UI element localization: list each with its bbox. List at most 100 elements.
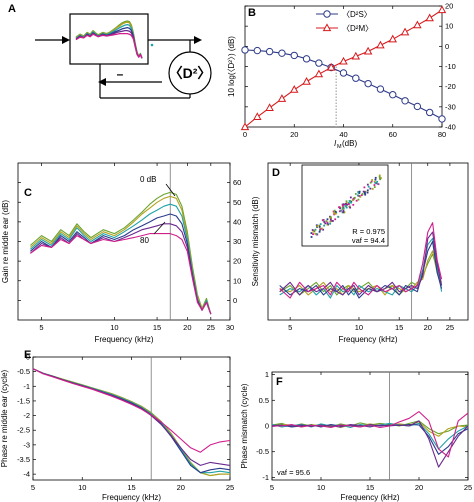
ds-point [413,102,422,111]
inset-point [322,228,325,231]
inset-point [330,220,333,222]
phase-mismatch-curve-magenta [272,411,469,458]
d2-circle [168,51,212,95]
inset-point [360,194,363,197]
inset-point [334,210,337,213]
inset-point [358,192,361,194]
inset-point [334,212,336,215]
dm-point [277,94,287,102]
inset-point [323,221,326,223]
panel-b-ytick-label: -10 [445,62,456,71]
inset-point [326,223,329,226]
panel-b-xtick-label: 40 [339,130,347,139]
annotation-0db-arrow [165,183,176,197]
panel-e-ytick-label: -2 [23,411,30,420]
inset-point [329,218,332,221]
inset-point [321,227,323,230]
panel-f-ytick-label: 0 [265,422,269,431]
mini-dot [150,43,154,47]
ds-point [376,85,385,93]
panel-d-ylabel: Sensitivity mismatch (dB) [251,196,260,286]
panel-f-xtick-label: 25 [464,483,472,492]
panel-c-xtick-label: 25 [207,323,215,332]
mismatch-curve-purple [279,231,443,296]
inset-point [366,191,369,194]
dm-point [326,62,336,71]
inset-point [326,218,329,221]
panel-e-ytick-label: -1 [23,382,30,391]
panel-d-xtick-label: 5 [288,323,292,332]
inset-point [362,190,365,193]
legend-dm-marker [322,23,332,32]
inset-point [363,191,366,194]
inset-point [338,210,341,213]
inset-point [374,181,377,184]
inset-point [312,230,315,233]
panel-f-xtick-label: 10 [317,483,325,492]
panel-d-xtick-label: 25 [446,323,454,332]
panel-d-xlabel: Frequency (kHz) [338,335,397,344]
legend-ds-label: 〈D²S〉 [342,10,372,19]
inset-point [350,200,353,203]
mismatch-curve-teal [279,237,443,299]
inset-point [358,190,361,193]
ds-point [438,115,446,123]
gain-curve-0dB [30,191,212,315]
ds-point [339,69,348,77]
inset-point [311,229,314,231]
panel-c-xtick-label: 30 [226,323,234,332]
inset-point [371,188,374,190]
inset-point [321,219,324,222]
dm-point [253,112,262,121]
inset-point [380,177,382,179]
inset-point [318,224,321,227]
inset-point [341,206,344,209]
inset-point [331,220,334,222]
inset-point [352,199,355,201]
ds-point [253,46,262,55]
panel-f-ylabel: Phase mismatch (cycle) [240,383,249,468]
inset-point [333,209,336,212]
legend-ds-marker [323,10,331,18]
inset-r-text: R = 0.975 [352,227,385,236]
inset-point [357,191,360,194]
inset-point [364,193,367,196]
inset-point [341,203,344,206]
panel-b-ytick-label: -40 [445,123,456,132]
inset-point [337,215,339,218]
inset-point [366,189,369,192]
inset-point [345,201,348,204]
panel-f-ytick-label: -1 [262,473,269,482]
inset-point [347,203,350,205]
panel-e-xlabel: Frequency (kHz) [102,493,161,502]
inset-point [373,184,376,186]
panel-c-ylabel: Gain re middle ear (dB) [1,200,10,283]
panel-b-xtick-label: 20 [290,130,298,139]
inset-point [348,200,351,202]
ds-point [315,59,323,67]
inset-point [346,203,348,206]
inset-point [367,185,370,188]
filter-box [69,13,149,65]
inset-point [340,209,342,212]
feedback-minus-sign: – [117,67,124,81]
inset-point [339,207,341,210]
arrow-feedback-icon [98,78,106,86]
inset-point [376,182,379,185]
dm-point [302,76,311,85]
annotation-80db: 80 [140,236,149,245]
ds-point [265,47,274,56]
inset-point [329,222,332,225]
panel-letter-d: D [272,167,280,179]
phase-curve-teal [32,368,231,474]
dm-point [413,20,422,29]
panel-c-ytick-label: 50 [233,198,241,207]
panel-d-frame [267,162,469,321]
panel-e-ytick-label: -3 [23,440,30,449]
inset-point [313,229,316,232]
inset-point [370,180,373,183]
panel-d-xtick-label: 15 [395,323,403,332]
panel-letter-f: F [276,376,283,388]
inset-point [341,208,344,210]
inset-point [359,195,362,198]
